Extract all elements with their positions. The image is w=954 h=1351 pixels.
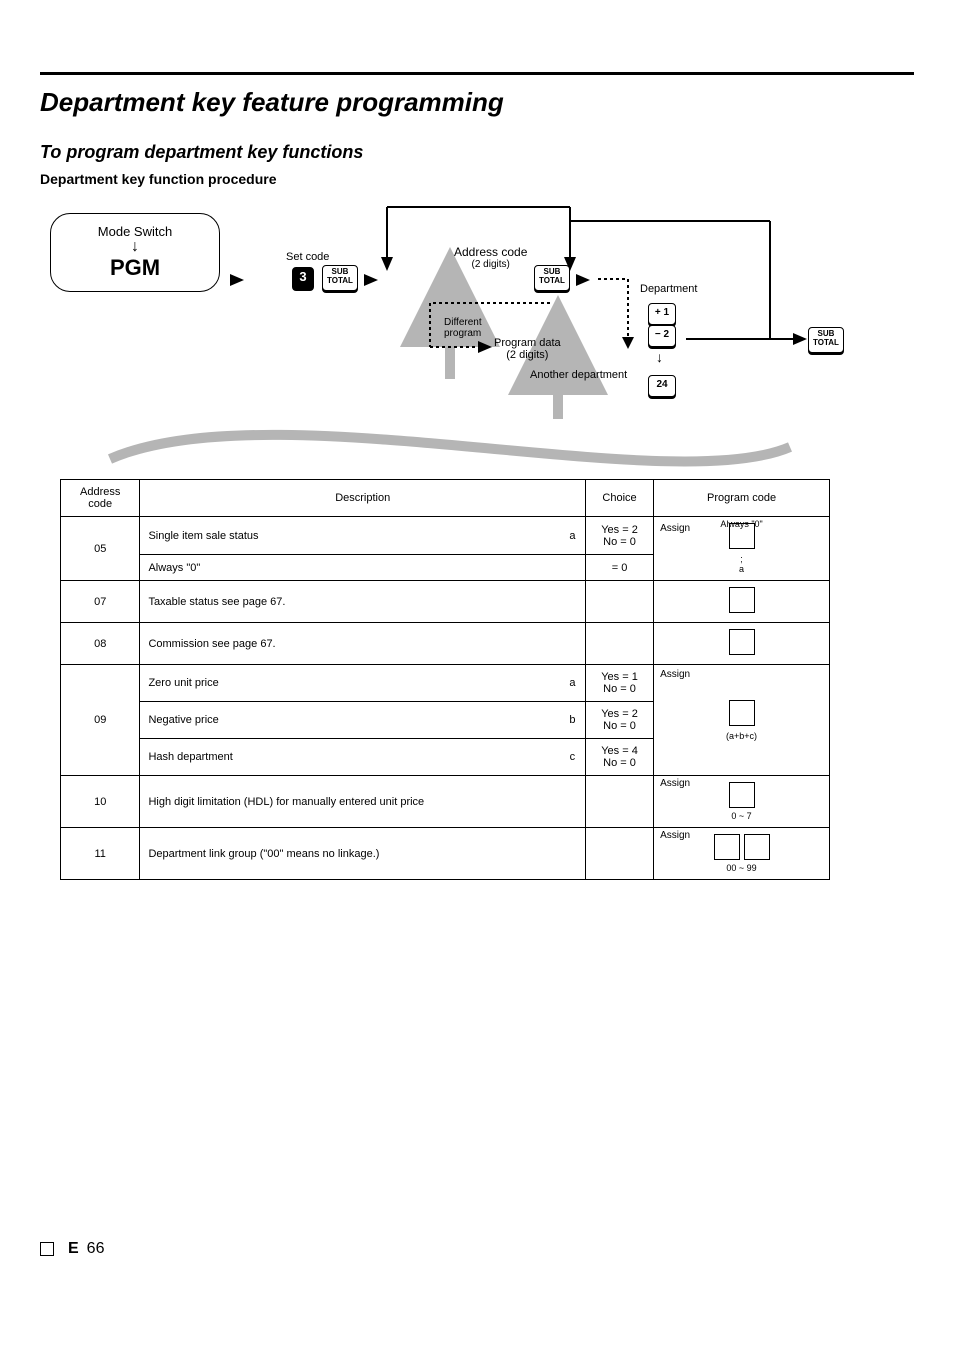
table-header-row: Address code Description Choice Program … <box>61 480 830 517</box>
cell-choice <box>586 776 654 828</box>
dept-vdots: ↓ <box>656 349 663 365</box>
cell-choice: Yes = 2 No = 0 <box>586 517 654 555</box>
table-row: 09 Zero unit price a Yes = 1 No = 0 Assi… <box>61 665 830 702</box>
cell-desc: Always "0" <box>140 555 560 581</box>
key-subtotal-3[interactable]: SUBTOTAL <box>808 327 844 353</box>
assign-a: ; <box>740 554 743 564</box>
section-title: To program department key functions <box>40 142 914 163</box>
cell-addr: 08 <box>61 623 140 665</box>
th-choice: Choice <box>586 480 654 517</box>
cell-desc: Single item sale status <box>140 517 560 555</box>
th-addr: Address code <box>61 480 140 517</box>
cell-addr: 09 <box>61 665 140 776</box>
table-row: 10 High digit limitation (HDL) for manua… <box>61 776 830 828</box>
th-desc: Description <box>140 480 586 517</box>
label-another: Another department <box>530 369 627 381</box>
cell-choice <box>586 828 654 880</box>
cell-prog <box>654 623 830 665</box>
cell-addr: 07 <box>61 581 140 623</box>
dept-key-2[interactable]: − 2 <box>648 325 676 347</box>
cell-desc: Department link group ("00" means no lin… <box>140 828 586 880</box>
key-subtotal-2[interactable]: SUBTOTAL <box>534 265 570 291</box>
table-row: 08 Commission see page 67. <box>61 623 830 665</box>
key-subtotal-1[interactable]: SUBTOTAL <box>322 265 358 291</box>
cell-choice: = 0 <box>586 555 654 581</box>
cell-choice: Yes = 4 No = 0 <box>586 739 654 776</box>
arrow-icon <box>364 271 378 289</box>
label-different: Different program <box>444 317 482 339</box>
table-row: 11 Department link group ("00" means no … <box>61 828 830 880</box>
setup-subtitle: Department key function procedure <box>40 171 914 187</box>
table-row: 05 Single item sale status a Yes = 2 No … <box>61 517 830 555</box>
flow-diagram: Mode Switch ↓ PGM <box>50 199 850 469</box>
table-row: 07 Taxable status see page 67. <box>61 581 830 623</box>
cell-addr: 10 <box>61 776 140 828</box>
footer-box-icon <box>40 1242 54 1256</box>
cell-assign-letter: b <box>560 702 586 739</box>
cell-addr: 11 <box>61 828 140 880</box>
page: Department key feature programming To pr… <box>0 0 954 1298</box>
cell-assign-letter: c <box>560 739 586 776</box>
cell-desc: Zero unit price <box>140 665 560 702</box>
cell-assign-letter: a <box>560 665 586 702</box>
key-3[interactable]: 3 <box>292 267 314 289</box>
footer-pagenum: 66 <box>87 1240 105 1258</box>
top-rule <box>40 72 914 75</box>
program-table: Address code Description Choice Program … <box>60 479 830 880</box>
cell-desc: Hash department <box>140 739 560 776</box>
cell-choice <box>586 623 654 665</box>
footer-letter: E <box>68 1240 79 1258</box>
cell-prog <box>654 581 830 623</box>
page-title: Department key feature programming <box>40 87 914 118</box>
cell-choice: Yes = 1 No = 0 <box>586 665 654 702</box>
cell-choice: Yes = 2 No = 0 <box>586 702 654 739</box>
cell-choice <box>586 581 654 623</box>
label-dept: Department <box>640 283 697 295</box>
cell-prog: Assign 0 ~ 7 <box>654 776 830 828</box>
cell-prog: Assign 00 ~ 99 <box>654 828 830 880</box>
th-prog: Program code <box>654 480 830 517</box>
cell-desc: Taxable status see page 67. <box>140 581 586 623</box>
label-setcode: Set code <box>286 251 329 263</box>
arrow-icon <box>230 271 244 289</box>
cell-assign-letter: a <box>560 517 586 555</box>
cell-prog: Always "0" ; Assign a <box>654 517 830 581</box>
dept-key-24[interactable]: 24 <box>648 375 676 397</box>
cell-desc: High digit limitation (HDL) for manually… <box>140 776 586 828</box>
cell-desc: Negative price <box>140 702 560 739</box>
page-footer: E 66 <box>40 1240 914 1258</box>
cell-prog: Assign (a+b+c) <box>654 665 830 776</box>
cell-addr: 05 <box>61 517 140 581</box>
dept-key-1[interactable]: + 1 <box>648 303 676 325</box>
arrow-icon <box>576 271 590 289</box>
label-addresscode: Address code (2 digits) <box>454 245 527 270</box>
label-progdata: Program data (2 digits) <box>494 337 561 361</box>
cell-desc: Commission see page 67. <box>140 623 586 665</box>
